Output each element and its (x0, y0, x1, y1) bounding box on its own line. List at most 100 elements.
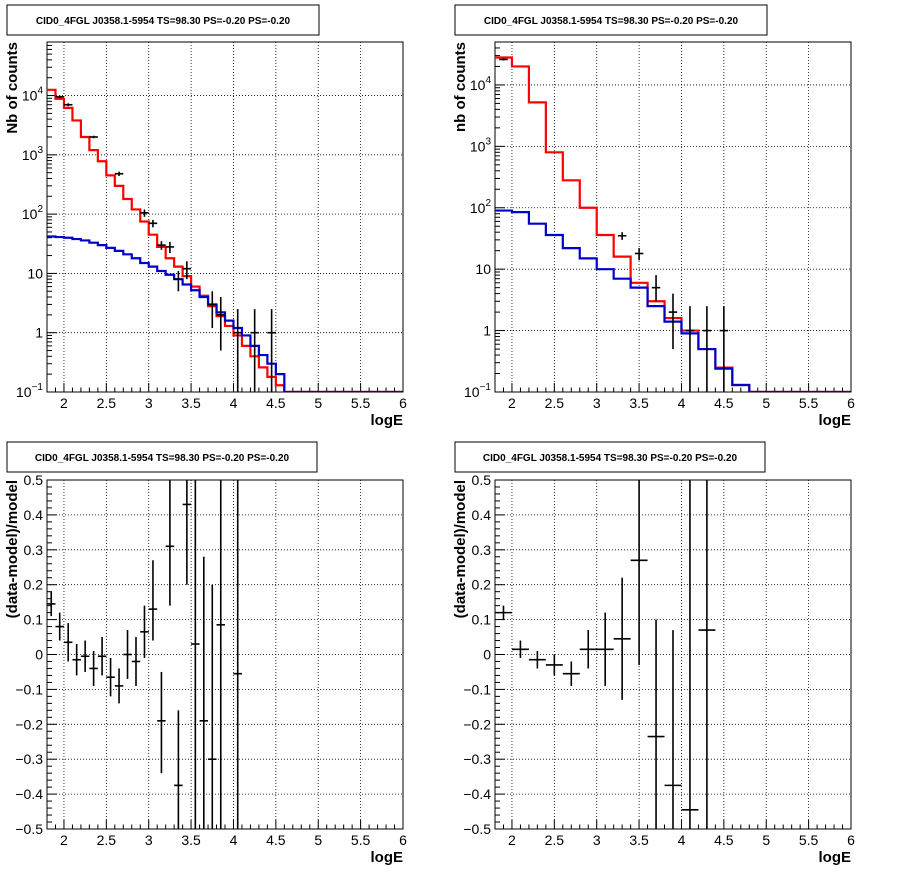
plot-area (47, 480, 242, 829)
model-source-line (495, 209, 851, 392)
data-point (719, 306, 729, 392)
y-tick-label: 0.3 (24, 542, 44, 558)
data-point (55, 95, 64, 99)
y-tick-label: −0.5 (463, 821, 491, 837)
y-tick-label: 0.2 (24, 577, 44, 593)
x-tick-label: 3 (145, 395, 153, 411)
data-point (157, 671, 166, 774)
y-tick-label: 1 (483, 323, 491, 339)
data-point (182, 480, 192, 585)
x-axis (46, 820, 404, 829)
data-point (131, 637, 141, 686)
y-tick-exponent: −1 (32, 382, 44, 393)
data-point (495, 605, 512, 620)
y-axis (47, 479, 57, 830)
data-points (55, 95, 276, 392)
data-point (664, 630, 682, 829)
data-point (165, 480, 175, 606)
data-point (165, 241, 175, 254)
x-tick-label: 3 (145, 832, 153, 848)
plot-area (495, 480, 716, 829)
y-tick-base: 10 (22, 88, 38, 104)
y-tick-label: 103 (22, 145, 44, 163)
panel-3: CID0_4FGL J0358.1-5954 TS=98.30 PS=-0.20… (4, 441, 407, 866)
y-tick-label: 10−1 (16, 382, 43, 400)
model-source-line (47, 235, 403, 392)
x-tick-label: 4 (230, 395, 238, 411)
data-point (634, 248, 644, 261)
x-axis-label: logE (371, 849, 404, 866)
x-tick-label: 2.5 (97, 832, 117, 848)
y-tick-label: −0.4 (15, 786, 43, 802)
data-point (528, 651, 546, 669)
x-tick-label: 2 (508, 395, 516, 411)
x-axis-label: logE (819, 849, 852, 866)
data-point (63, 623, 73, 662)
y-tick-base: 10 (470, 77, 486, 93)
data-point (613, 577, 631, 700)
data-point (114, 171, 124, 176)
x-tick-label: 2.5 (97, 395, 117, 411)
x-tick-label: 4 (678, 395, 686, 411)
data-points (499, 58, 729, 392)
x-tick-label: 3.5 (181, 395, 201, 411)
y-tick-label: 0.5 (472, 472, 492, 488)
data-point (97, 637, 107, 676)
y-tick-label: −0.1 (15, 681, 43, 697)
x-tick-label: 3.5 (629, 832, 649, 848)
data-point (47, 591, 56, 617)
x-tick-label: 4 (230, 832, 238, 848)
y-tick-base: 10 (470, 138, 486, 154)
data-point (702, 306, 712, 392)
chart-title: CID0_4FGL J0358.1-5954 TS=98.30 PS=-0.20… (35, 453, 290, 464)
grid-lines (47, 42, 403, 392)
x-tick-label: 2 (60, 395, 68, 411)
y-tick-label: 1 (35, 325, 43, 341)
x-axis (46, 383, 404, 392)
data-point (630, 480, 648, 665)
data-point (140, 209, 149, 217)
data-point (545, 654, 563, 676)
data-point (191, 480, 200, 829)
data-point (216, 297, 225, 351)
y-tick-label: −0.2 (15, 716, 43, 732)
y-tick-label: 102 (470, 198, 492, 216)
data-point (250, 309, 259, 392)
data-point (208, 584, 217, 829)
x-tick-label: 6 (847, 395, 855, 411)
x-tick-label: 5 (762, 832, 770, 848)
y-tick-base: 10 (470, 200, 486, 216)
y-axis (47, 41, 57, 393)
data-point (106, 657, 115, 697)
data-point (233, 480, 242, 829)
data-point (114, 668, 124, 704)
plot-frame (46, 41, 404, 393)
data-point (63, 103, 73, 107)
y-axis (495, 41, 505, 393)
y-tick-exponent: 2 (485, 198, 491, 209)
y-tick-label: 104 (22, 86, 44, 104)
x-tick-label: 6 (847, 832, 855, 848)
data-point (681, 480, 699, 829)
x-tick-label: 4.5 (266, 395, 286, 411)
x-tick-label: 2.5 (545, 395, 565, 411)
data-point (72, 644, 81, 676)
data-point (651, 275, 661, 302)
y-tick-label: 104 (470, 75, 492, 93)
grid-lines (47, 480, 403, 829)
data-point (216, 480, 225, 829)
data-point (685, 306, 695, 392)
y-tick-label: 0.1 (24, 612, 44, 628)
data-point (267, 309, 276, 392)
x-tick-label: 3.5 (629, 395, 649, 411)
y-tick-label: 0.4 (472, 507, 492, 523)
data-point (562, 661, 580, 686)
y-tick-label: 10 (27, 265, 43, 281)
data-point (174, 710, 183, 829)
x-tick-label: 2 (60, 832, 68, 848)
data-point (148, 560, 158, 641)
x-tick-label: 4.5 (714, 832, 734, 848)
panel-2: CID0_4FGL J0358.1-5954 TS=98.30 PS=-0.20… (452, 4, 855, 429)
x-axis-label: logE (371, 412, 404, 429)
y-axis-label: (data-model)/model (452, 480, 469, 618)
